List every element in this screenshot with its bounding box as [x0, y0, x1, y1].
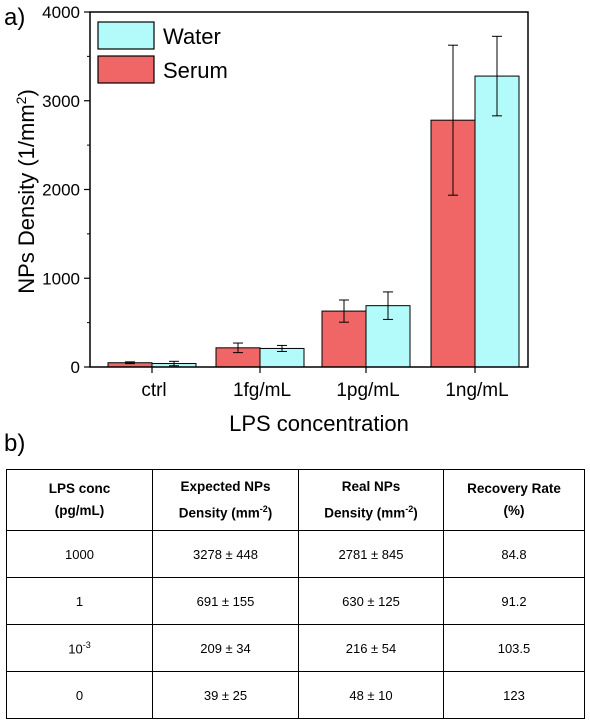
- y-tick-label: 2000: [42, 181, 80, 200]
- y-tick-label: 4000: [42, 3, 80, 22]
- cell-expected: 209 ± 34: [152, 624, 299, 672]
- legend-swatch-water: [97, 21, 155, 50]
- panel-a-label: a): [4, 4, 26, 31]
- cell-rate: 103.5: [443, 624, 585, 672]
- cell-expected: 39 ± 25: [152, 671, 299, 719]
- panel-b-label: b): [4, 430, 26, 457]
- y-tick-label: 0: [71, 358, 80, 377]
- cell-rate: 123: [443, 671, 585, 719]
- header-real-density: Real NPs Density (mm-2): [298, 469, 444, 531]
- x-tick-label: 1pg/mL: [336, 380, 399, 401]
- x-tick-label: 1fg/mL: [233, 380, 291, 401]
- table-header-row: LPS conc (pg/mL) Expected NPs Density (m…: [6, 469, 585, 531]
- table-row: 0 39 ± 25 48 ± 10 123: [6, 671, 585, 719]
- cell-expected: 3278 ± 448: [152, 530, 299, 578]
- y-axis-label: NPs Density (1/mm2): [13, 89, 39, 294]
- cell-real: 630 ± 125: [298, 577, 444, 625]
- x-tick-label: ctrl: [141, 380, 166, 401]
- legend-label-water: Water: [163, 24, 221, 49]
- legend-label-serum: Serum: [163, 58, 228, 83]
- cell-conc: 10-3: [6, 624, 153, 672]
- header-expected-density: Expected NPs Density (mm-2): [152, 469, 299, 531]
- bar-water-3: [474, 75, 520, 368]
- header-lps-conc: LPS conc (pg/mL): [6, 469, 153, 531]
- cell-conc: 0: [6, 671, 153, 719]
- cell-conc: 1000: [6, 530, 153, 578]
- cell-real: 2781 ± 845: [298, 530, 444, 578]
- cell-expected: 691 ± 155: [152, 577, 299, 625]
- x-tick-label: 1ng/mL: [445, 380, 508, 401]
- y-tick-label: 3000: [42, 92, 80, 111]
- cell-rate: 91.2: [443, 577, 585, 625]
- x-axis-label: LPS concentration: [229, 411, 409, 436]
- recovery-table: LPS conc (pg/mL) Expected NPs Density (m…: [6, 469, 585, 719]
- y-tick-label: 1000: [42, 269, 80, 288]
- cell-real: 216 ± 54: [298, 624, 444, 672]
- table-row: 1 691 ± 155 630 ± 125 91.2: [6, 577, 585, 625]
- legend-swatch-serum: [97, 55, 155, 84]
- header-recovery-rate: Recovery Rate (%): [443, 469, 585, 531]
- cell-real: 48 ± 10: [298, 671, 444, 719]
- bar-chart: 0 1000 2000 3000 4000 ctrl 1fg/mL 1pg/mL 1ng/mL L…: [13, 3, 529, 436]
- cell-conc: 1: [6, 577, 153, 625]
- cell-rate: 84.8: [443, 530, 585, 578]
- table-row: 1000 3278 ± 448 2781 ± 845 84.8: [6, 530, 585, 578]
- table-row: 10-3 209 ± 34 216 ± 54 103.5: [6, 624, 585, 672]
